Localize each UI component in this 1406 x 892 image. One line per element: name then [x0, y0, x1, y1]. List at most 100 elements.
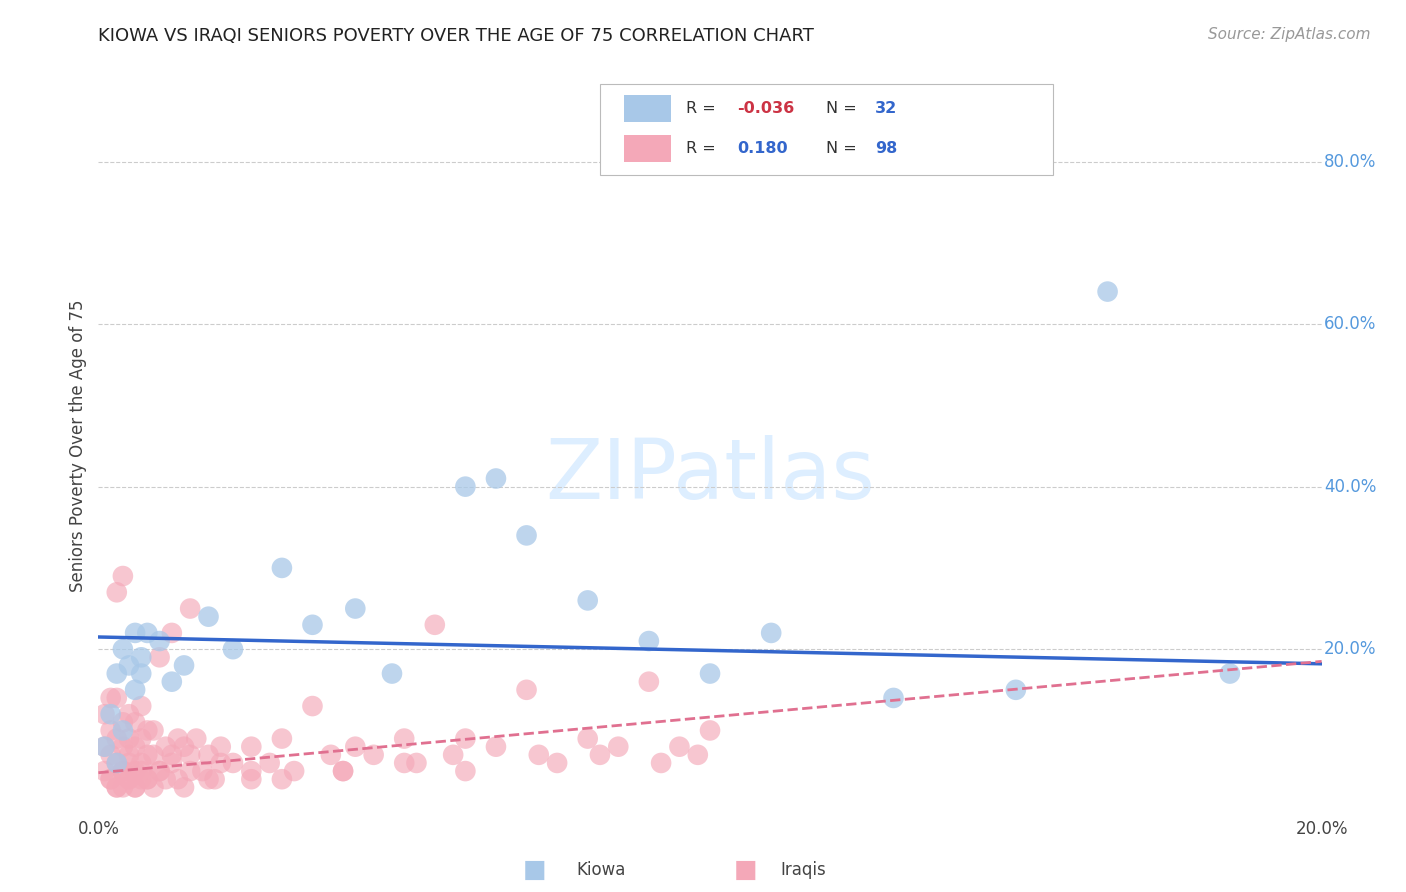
Point: [240, 772, 263, 787]
Point: [118, 772, 141, 787]
Y-axis label: Seniors Poverty Over the Age of 75: Seniors Poverty Over the Age of 75: [69, 300, 87, 592]
Point: [105, 780, 128, 795]
Point: [124, 780, 146, 795]
Point: [100, 772, 122, 787]
Point: [259, 756, 281, 770]
Point: [111, 642, 134, 657]
Point: [129, 756, 152, 770]
Point: [111, 764, 134, 778]
Point: [100, 690, 122, 705]
Point: [124, 780, 146, 795]
Point: [270, 772, 292, 787]
Text: N =: N =: [827, 101, 862, 116]
Point: [124, 764, 146, 778]
Text: Kiowa: Kiowa: [576, 861, 626, 879]
Point: [485, 739, 508, 754]
Point: [283, 764, 305, 778]
Point: [454, 764, 477, 778]
Text: Iraqis: Iraqis: [780, 861, 827, 879]
Point: [149, 764, 172, 778]
Point: [1097, 285, 1119, 299]
Point: [319, 747, 342, 762]
Point: [136, 772, 159, 787]
Point: [197, 609, 219, 624]
Point: [589, 747, 612, 762]
Point: [392, 731, 416, 746]
Point: [160, 674, 183, 689]
Point: [118, 731, 141, 746]
Point: [149, 650, 172, 665]
Point: [191, 764, 214, 778]
Point: [1219, 666, 1241, 681]
Point: [332, 764, 354, 778]
Point: [546, 756, 568, 770]
Point: [423, 617, 446, 632]
FancyBboxPatch shape: [624, 135, 671, 161]
Point: [363, 747, 385, 762]
Point: [516, 528, 538, 542]
Point: [392, 756, 416, 770]
Point: [149, 634, 172, 648]
Point: [240, 739, 263, 754]
Text: 0.180: 0.180: [737, 141, 787, 156]
Point: [136, 626, 159, 640]
Point: [516, 682, 538, 697]
Text: ZIPatlas: ZIPatlas: [546, 434, 875, 516]
Point: [650, 756, 672, 770]
Point: [129, 772, 152, 787]
Point: [118, 747, 141, 762]
Point: [93, 707, 115, 722]
Point: [759, 626, 782, 640]
Point: [111, 764, 134, 778]
Point: [142, 747, 165, 762]
Point: [105, 731, 128, 746]
Point: [699, 666, 721, 681]
Point: [129, 764, 152, 778]
Point: [118, 707, 141, 722]
Point: [173, 658, 195, 673]
Point: [883, 690, 905, 705]
Point: [160, 756, 183, 770]
Point: [222, 642, 245, 657]
Point: [93, 739, 115, 754]
Point: [637, 674, 661, 689]
Text: 80.0%: 80.0%: [1324, 153, 1376, 170]
Point: [105, 585, 128, 599]
Point: [332, 764, 354, 778]
Text: N =: N =: [827, 141, 862, 156]
Point: [111, 780, 134, 795]
Point: [105, 690, 128, 705]
Point: [209, 739, 232, 754]
Point: [142, 723, 165, 738]
Point: [155, 772, 177, 787]
Point: [441, 747, 464, 762]
Text: KIOWA VS IRAQI SENIORS POVERTY OVER THE AGE OF 75 CORRELATION CHART: KIOWA VS IRAQI SENIORS POVERTY OVER THE …: [98, 27, 814, 45]
Point: [93, 739, 115, 754]
Point: [344, 739, 367, 754]
Point: [699, 723, 721, 738]
Point: [136, 772, 159, 787]
Point: [124, 682, 146, 697]
Point: [179, 601, 201, 615]
Point: [160, 626, 183, 640]
Point: [405, 756, 427, 770]
Point: [301, 699, 323, 714]
Point: [576, 593, 599, 607]
Point: [179, 764, 201, 778]
Point: [100, 772, 122, 787]
Point: [1004, 682, 1026, 697]
Point: [105, 666, 128, 681]
Point: [111, 723, 134, 738]
Point: [686, 747, 709, 762]
Point: [381, 666, 404, 681]
Point: [270, 561, 292, 575]
Point: [637, 634, 661, 648]
Point: [124, 626, 146, 640]
Point: [240, 764, 263, 778]
Point: [454, 480, 477, 494]
FancyBboxPatch shape: [624, 95, 671, 122]
Point: [105, 780, 128, 795]
Text: R =: R =: [686, 101, 720, 116]
Point: [136, 723, 159, 738]
Point: [209, 756, 232, 770]
